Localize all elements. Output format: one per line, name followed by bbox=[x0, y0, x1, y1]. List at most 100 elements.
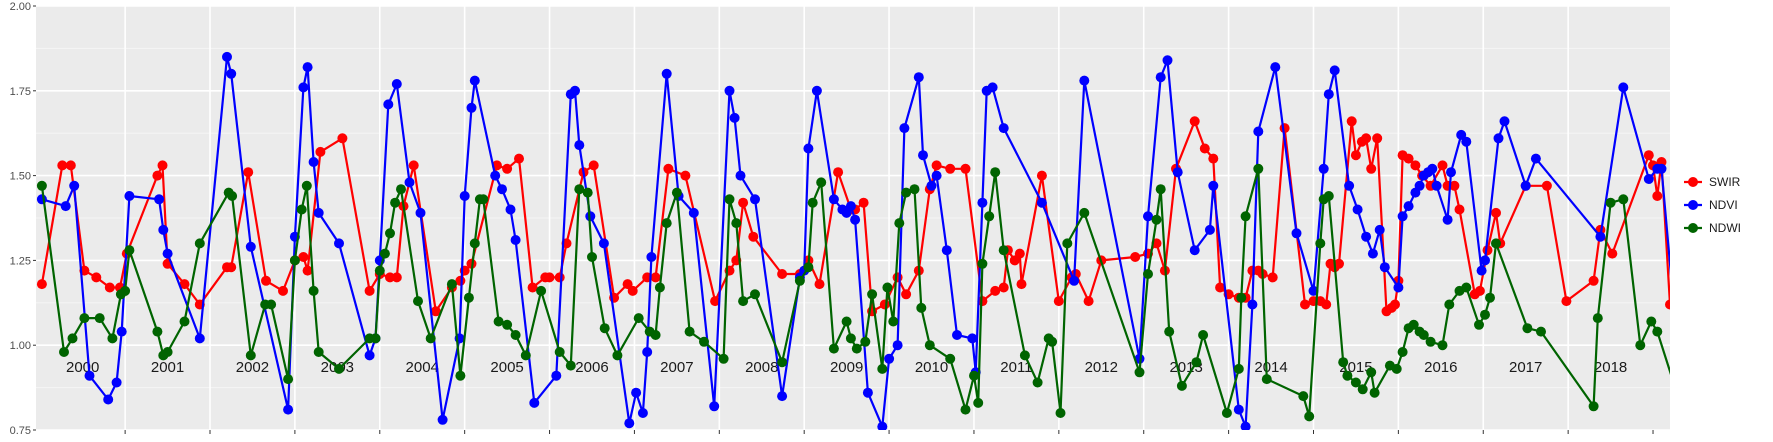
data-point-ndwi bbox=[1635, 340, 1646, 351]
data-point-ndwi bbox=[385, 228, 395, 239]
data-point-ndvi bbox=[245, 241, 256, 252]
data-point-ndvi bbox=[103, 394, 114, 405]
data-point-swir bbox=[663, 163, 674, 174]
data-point-ndwi bbox=[633, 313, 644, 324]
data-point-swir bbox=[1643, 150, 1654, 161]
data-point-swir bbox=[1403, 153, 1414, 164]
y-tick-label: 1.50 bbox=[10, 171, 31, 183]
data-point-swir bbox=[1665, 299, 1670, 310]
data-point-ndwi bbox=[1233, 363, 1244, 374]
data-point-ndvi bbox=[931, 170, 942, 181]
data-point-ndvi bbox=[313, 207, 324, 218]
data-point-swir bbox=[408, 160, 419, 171]
data-point-ndwi bbox=[455, 370, 466, 381]
data-point-swir bbox=[1346, 116, 1357, 127]
data-point-ndvi bbox=[977, 197, 988, 208]
data-point-swir bbox=[998, 282, 1009, 293]
data-point-ndvi bbox=[646, 252, 657, 262]
data-point-ndvi bbox=[1520, 180, 1531, 191]
y-tick-label: 1.00 bbox=[10, 340, 31, 352]
data-point-ndwi bbox=[1491, 238, 1501, 249]
data-point-ndwi bbox=[888, 316, 899, 327]
data-point-ndwi bbox=[1652, 326, 1663, 337]
data-point-ndvi bbox=[1361, 231, 1372, 242]
year-label-2012: 2012 bbox=[1085, 359, 1118, 376]
data-point-ndwi bbox=[283, 374, 294, 385]
data-point-ndwi bbox=[882, 282, 893, 293]
data-point-swir bbox=[179, 279, 190, 290]
data-point-ndwi bbox=[1350, 377, 1361, 388]
data-point-ndwi bbox=[266, 299, 277, 310]
data-point-swir bbox=[544, 272, 555, 283]
data-point-ndvi bbox=[1189, 245, 1200, 256]
data-point-ndvi bbox=[1643, 174, 1654, 184]
data-point-ndwi bbox=[990, 167, 1001, 178]
data-point-swir bbox=[1083, 296, 1094, 307]
data-point-ndvi bbox=[383, 99, 394, 110]
data-point-swir bbox=[990, 285, 1001, 296]
data-point-ndwi bbox=[1143, 269, 1153, 279]
data-point-ndvi bbox=[69, 180, 80, 191]
data-point-ndwi bbox=[612, 350, 623, 361]
y-axis: 0.75 1.00 1.25 1.50 1.75 2.00 bbox=[10, 1, 36, 437]
data-point-swir bbox=[1350, 150, 1361, 161]
data-point-ndvi bbox=[750, 194, 760, 205]
data-point-ndvi bbox=[154, 194, 165, 205]
data-series bbox=[36, 51, 1709, 430]
data-point-ndwi bbox=[1032, 377, 1043, 388]
data-point-ndwi bbox=[1342, 370, 1353, 381]
data-point-ndwi bbox=[924, 340, 935, 351]
data-point-swir bbox=[748, 231, 759, 242]
legend-label: NDWI bbox=[1709, 221, 1741, 235]
data-point-swir bbox=[1016, 279, 1027, 290]
data-point-ndwi bbox=[1684, 395, 1694, 405]
data-point-ndwi bbox=[977, 258, 988, 269]
data-point-ndvi bbox=[642, 347, 653, 357]
data-point-swir bbox=[879, 299, 890, 310]
data-point-ndwi bbox=[120, 285, 131, 296]
data-point-swir bbox=[527, 282, 538, 293]
data-point-ndwi bbox=[969, 370, 979, 381]
data-point-ndvi bbox=[1233, 404, 1244, 415]
data-point-ndvi bbox=[1344, 180, 1355, 191]
data-point-ndvi bbox=[497, 184, 507, 195]
data-point-ndvi bbox=[1162, 55, 1173, 66]
data-point-swir bbox=[777, 269, 788, 279]
data-point-ndwi bbox=[699, 336, 709, 347]
data-point-ndwi bbox=[718, 353, 729, 364]
data-point-ndwi bbox=[1047, 336, 1058, 347]
data-point-ndwi bbox=[308, 285, 319, 296]
data-point-swir bbox=[315, 146, 326, 157]
data-point-ndwi bbox=[1176, 380, 1187, 391]
data-point-ndvi bbox=[283, 404, 294, 415]
data-point-ndvi bbox=[298, 82, 309, 93]
data-point-ndwi bbox=[1357, 384, 1368, 395]
data-point-ndvi bbox=[1595, 231, 1606, 242]
data-point-ndwi bbox=[1699, 286, 1709, 296]
data-point-ndvi bbox=[124, 191, 135, 201]
data-point-ndvi bbox=[36, 194, 47, 205]
data-point-swir bbox=[104, 282, 115, 293]
data-point-ndwi bbox=[1323, 191, 1334, 201]
data-point-ndvi bbox=[1323, 89, 1334, 100]
data-point-ndwi bbox=[379, 248, 390, 259]
data-point-ndwi bbox=[738, 296, 749, 307]
data-point-ndvi bbox=[1480, 255, 1490, 266]
data-point-ndwi bbox=[1369, 387, 1380, 398]
year-label-2006: 2006 bbox=[575, 359, 608, 376]
data-point-ndwi bbox=[478, 194, 489, 205]
data-point-ndwi bbox=[1366, 367, 1377, 378]
data-point-ndvi bbox=[505, 204, 516, 215]
y-tick-label: 1.75 bbox=[10, 86, 31, 98]
data-point-swir bbox=[1588, 275, 1599, 286]
year-label-2017: 2017 bbox=[1509, 359, 1542, 376]
data-point-swir bbox=[1561, 296, 1572, 307]
data-point-ndwi bbox=[973, 397, 984, 408]
data-point-ndwi bbox=[1134, 367, 1145, 378]
data-point-ndvi bbox=[1656, 163, 1667, 174]
data-point-swir bbox=[455, 275, 466, 286]
data-point-ndwi bbox=[1155, 184, 1166, 195]
data-point-swir bbox=[710, 296, 721, 307]
year-label-2002: 2002 bbox=[236, 359, 269, 376]
data-point-ndwi bbox=[425, 333, 436, 344]
